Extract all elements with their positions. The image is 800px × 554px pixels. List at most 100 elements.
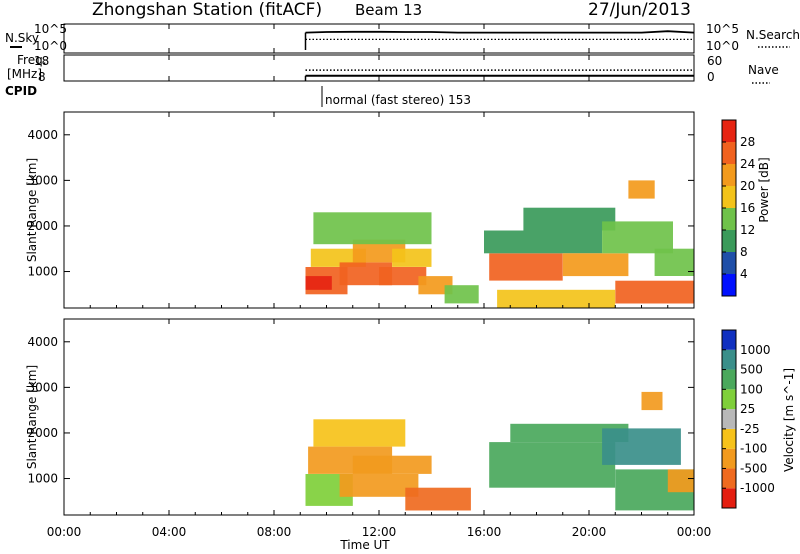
- x-axis: 00:00 04:00 08:00 12:00 16:00 20:00 00:00: [47, 24, 712, 539]
- power-colorbar-tick-label: 28: [740, 135, 755, 149]
- cpid-text: normal (fast stereo) 153: [325, 93, 471, 107]
- velocity-colorbar-segment: [722, 488, 736, 508]
- power-colorbar-segment: [722, 208, 736, 230]
- freq-unit: [MHz]: [7, 67, 42, 81]
- power-y-ticks: 1000 2000 3000 4000: [27, 128, 694, 279]
- y-tick-label: 1000: [27, 472, 58, 486]
- power-heatmap: [305, 180, 695, 308]
- velocity-colorbar: 1000 500 100 25 -25 -100 -500 -1000: [721, 329, 775, 509]
- power-cell: [444, 285, 479, 304]
- x-tick-label: 04:00: [152, 525, 187, 539]
- velocity-colorbar-tick-label: 1000: [740, 343, 771, 357]
- power-colorbar: 4 8 12 16 20 24 28: [721, 119, 755, 297]
- freq-tick-top: 18: [34, 54, 49, 68]
- power-colorbar-tick-label: 16: [740, 201, 755, 215]
- nsearch-label: N.Search: [746, 28, 800, 42]
- x-tick-label: 00:00: [677, 525, 712, 539]
- x-tick-label: 16:00: [467, 525, 502, 539]
- power-colorbar-tick-label: 24: [740, 157, 755, 171]
- nsky-label: N.Sky: [5, 31, 39, 45]
- velocity-cell: [405, 487, 471, 511]
- velocity-cell: [313, 419, 406, 447]
- power-cell: [602, 221, 673, 254]
- x-tick-label: 00:00: [47, 525, 82, 539]
- velocity-colorbar-segment: [722, 428, 736, 449]
- velocity-cell: [641, 391, 663, 411]
- nsky-series: [304, 30, 695, 50]
- power-colorbar-segment: [722, 274, 736, 296]
- nsearch-tick-top: 10^5: [706, 22, 739, 36]
- velocity-colorbar-segment: [722, 330, 736, 350]
- beam-title: Beam 13: [355, 1, 422, 19]
- freq-tick-bottom: 8: [38, 70, 46, 84]
- nave-label: Nave: [748, 63, 779, 77]
- y-tick-label: 3000: [27, 380, 58, 394]
- velocity-heatmap: [305, 391, 695, 511]
- velocity-cell: [339, 474, 419, 497]
- power-cell: [628, 180, 655, 199]
- power-cell: [418, 276, 453, 295]
- power-colorbar-label: Power [dB]: [757, 157, 771, 222]
- velocity-cell: [667, 469, 695, 493]
- power-cell: [313, 212, 432, 245]
- velocity-colorbar-label: Velocity [m s^-1]: [782, 368, 796, 472]
- velocity-cell: [352, 455, 432, 474]
- power-colorbar-segment: [722, 252, 736, 274]
- cpid-label: CPID: [5, 84, 37, 98]
- velocity-colorbar-segment: [722, 448, 736, 469]
- nsearch-tick-bottom: 10^0: [706, 39, 739, 53]
- power-colorbar-segment: [722, 230, 736, 252]
- power-cell: [489, 253, 563, 281]
- velocity-colorbar-segment: [722, 409, 736, 429]
- velocity-colorbar-tick-label: 500: [740, 363, 763, 377]
- power-colorbar-segment: [722, 164, 736, 186]
- y-tick-label: 2000: [27, 219, 58, 233]
- date-title: 27/Jun/2013: [588, 0, 691, 20]
- nsky-tick-bottom: 10^0: [34, 39, 67, 53]
- velocity-cell: [602, 428, 681, 465]
- power-cell: [305, 276, 332, 290]
- nave-tick-top: 60: [707, 54, 722, 68]
- power-cell: [497, 289, 616, 308]
- power-colorbar-tick-label: 8: [740, 245, 748, 259]
- velocity-cell: [489, 442, 616, 488]
- power-cell: [523, 207, 616, 231]
- power-colorbar-segment: [722, 120, 736, 142]
- power-colorbar-tick-label: 12: [740, 223, 755, 237]
- power-cell: [339, 262, 393, 286]
- y-tick-label: 3000: [27, 173, 58, 187]
- y-tick-label: 4000: [27, 128, 58, 142]
- power-cell: [654, 248, 694, 276]
- power-colorbar-tick-label: 20: [740, 179, 755, 193]
- power-colorbar-tick-label: 4: [740, 267, 748, 281]
- velocity-colorbar-segment: [722, 369, 736, 390]
- velocity-ylabel: Slant Range [km]: [25, 365, 39, 469]
- velocity-colorbar-tick-label: 25: [740, 402, 755, 416]
- y-tick-label: 1000: [27, 265, 58, 279]
- velocity-cell: [510, 423, 629, 442]
- power-cell: [615, 280, 695, 304]
- freq-series: [304, 69, 694, 81]
- velocity-colorbar-tick-label: 100: [740, 382, 763, 396]
- y-tick-label: 2000: [27, 426, 58, 440]
- nave-tick-bottom: 0: [707, 70, 715, 84]
- velocity-colorbar-tick-label: -1000: [740, 481, 775, 495]
- velocity-colorbar-segment: [722, 468, 736, 489]
- velocity-colorbar-tick-label: -25: [740, 422, 760, 436]
- power-cell: [379, 267, 427, 286]
- power-cell: [484, 230, 603, 254]
- power-colorbar-segment: [722, 186, 736, 208]
- power-cell: [310, 248, 366, 267]
- nsky-tick-top: 10^5: [34, 22, 67, 36]
- velocity-colorbar-tick-label: -100: [740, 442, 767, 456]
- power-cell: [392, 248, 432, 267]
- power-colorbar-segment: [722, 142, 736, 164]
- nsky-line: [305, 30, 695, 34]
- x-axis-label: Time UT: [339, 538, 390, 552]
- velocity-colorbar-tick-label: -500: [740, 461, 767, 475]
- velocity-colorbar-frame: [721, 329, 737, 509]
- power-cell: [562, 253, 629, 277]
- velocity-colorbar-segment: [722, 349, 736, 370]
- velocity-colorbar-segment: [722, 389, 736, 410]
